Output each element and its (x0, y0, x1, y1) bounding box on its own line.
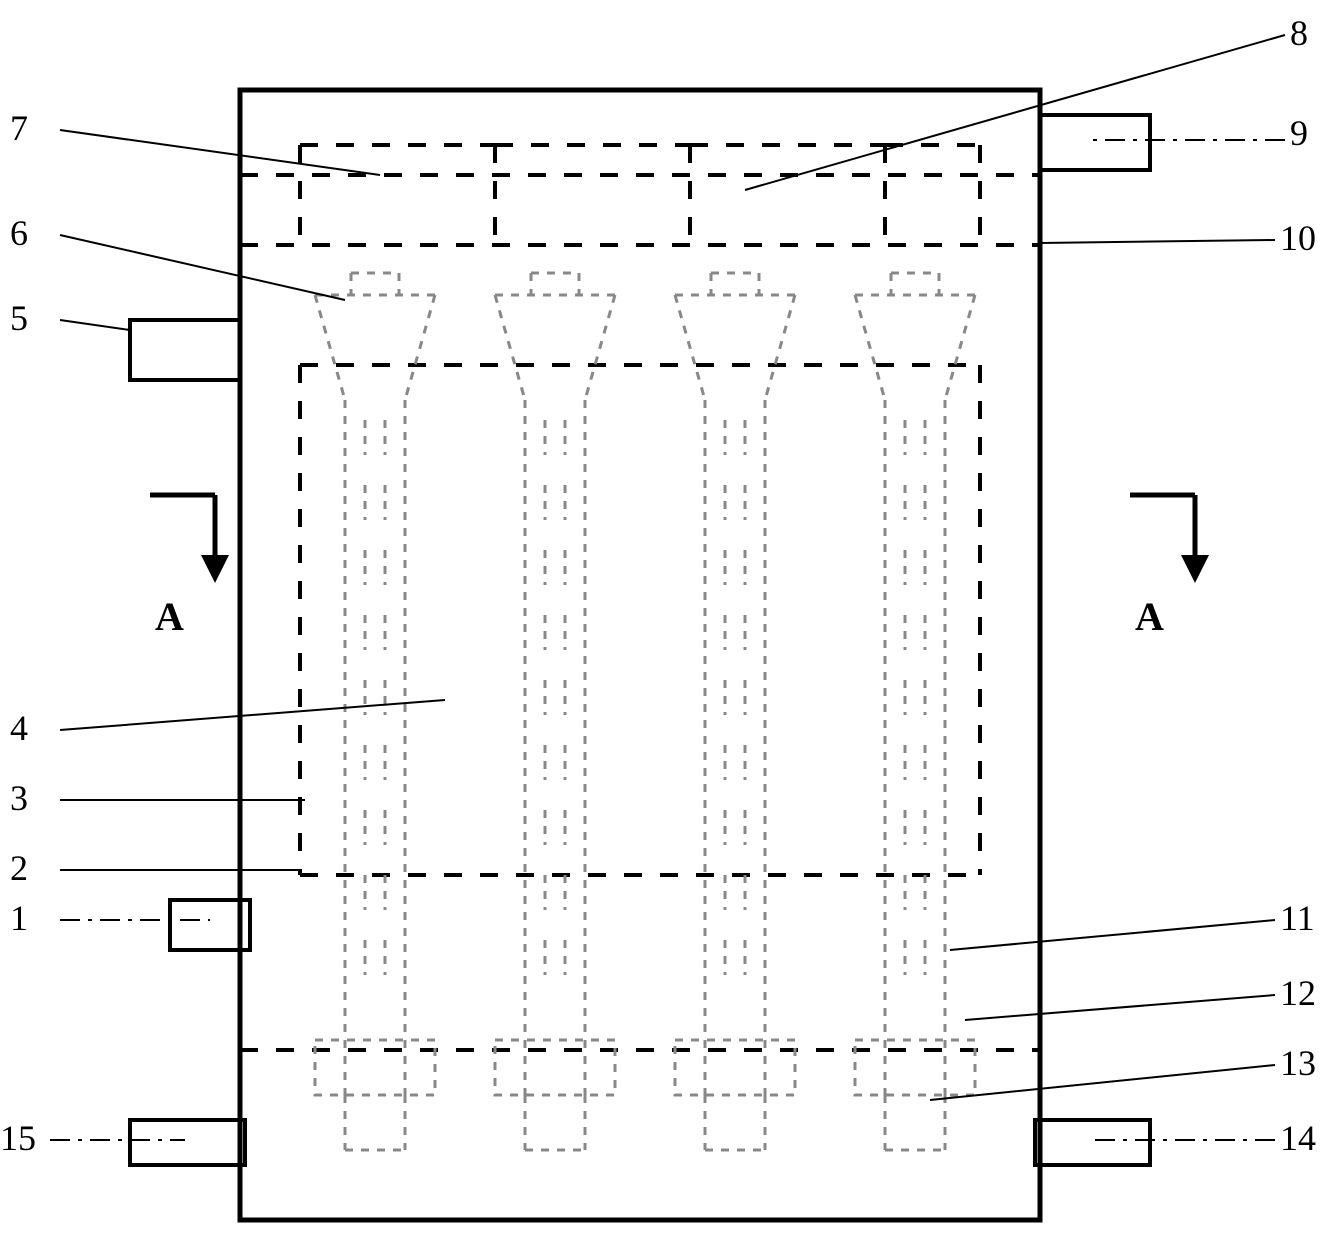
label-text: 7 (10, 108, 28, 148)
label-text: 15 (0, 1118, 36, 1158)
label-text: 10 (1280, 218, 1316, 258)
label-text: 8 (1290, 13, 1308, 53)
label-text: 4 (10, 708, 28, 748)
section-label: A (1135, 594, 1164, 639)
label-text: 6 (10, 213, 28, 253)
label-text: 2 (10, 848, 28, 888)
label-text: 13 (1280, 1043, 1316, 1083)
label-text: 5 (10, 298, 28, 338)
label-text: 14 (1280, 1118, 1316, 1158)
engineering-diagram: AA123456789101112131415 (0, 0, 1334, 1244)
label-text: 12 (1280, 973, 1316, 1013)
section-label: A (155, 594, 184, 639)
label-text: 11 (1280, 898, 1315, 938)
label-text: 3 (10, 778, 28, 818)
label-text: 1 (10, 898, 28, 938)
label-text: 9 (1290, 113, 1308, 153)
